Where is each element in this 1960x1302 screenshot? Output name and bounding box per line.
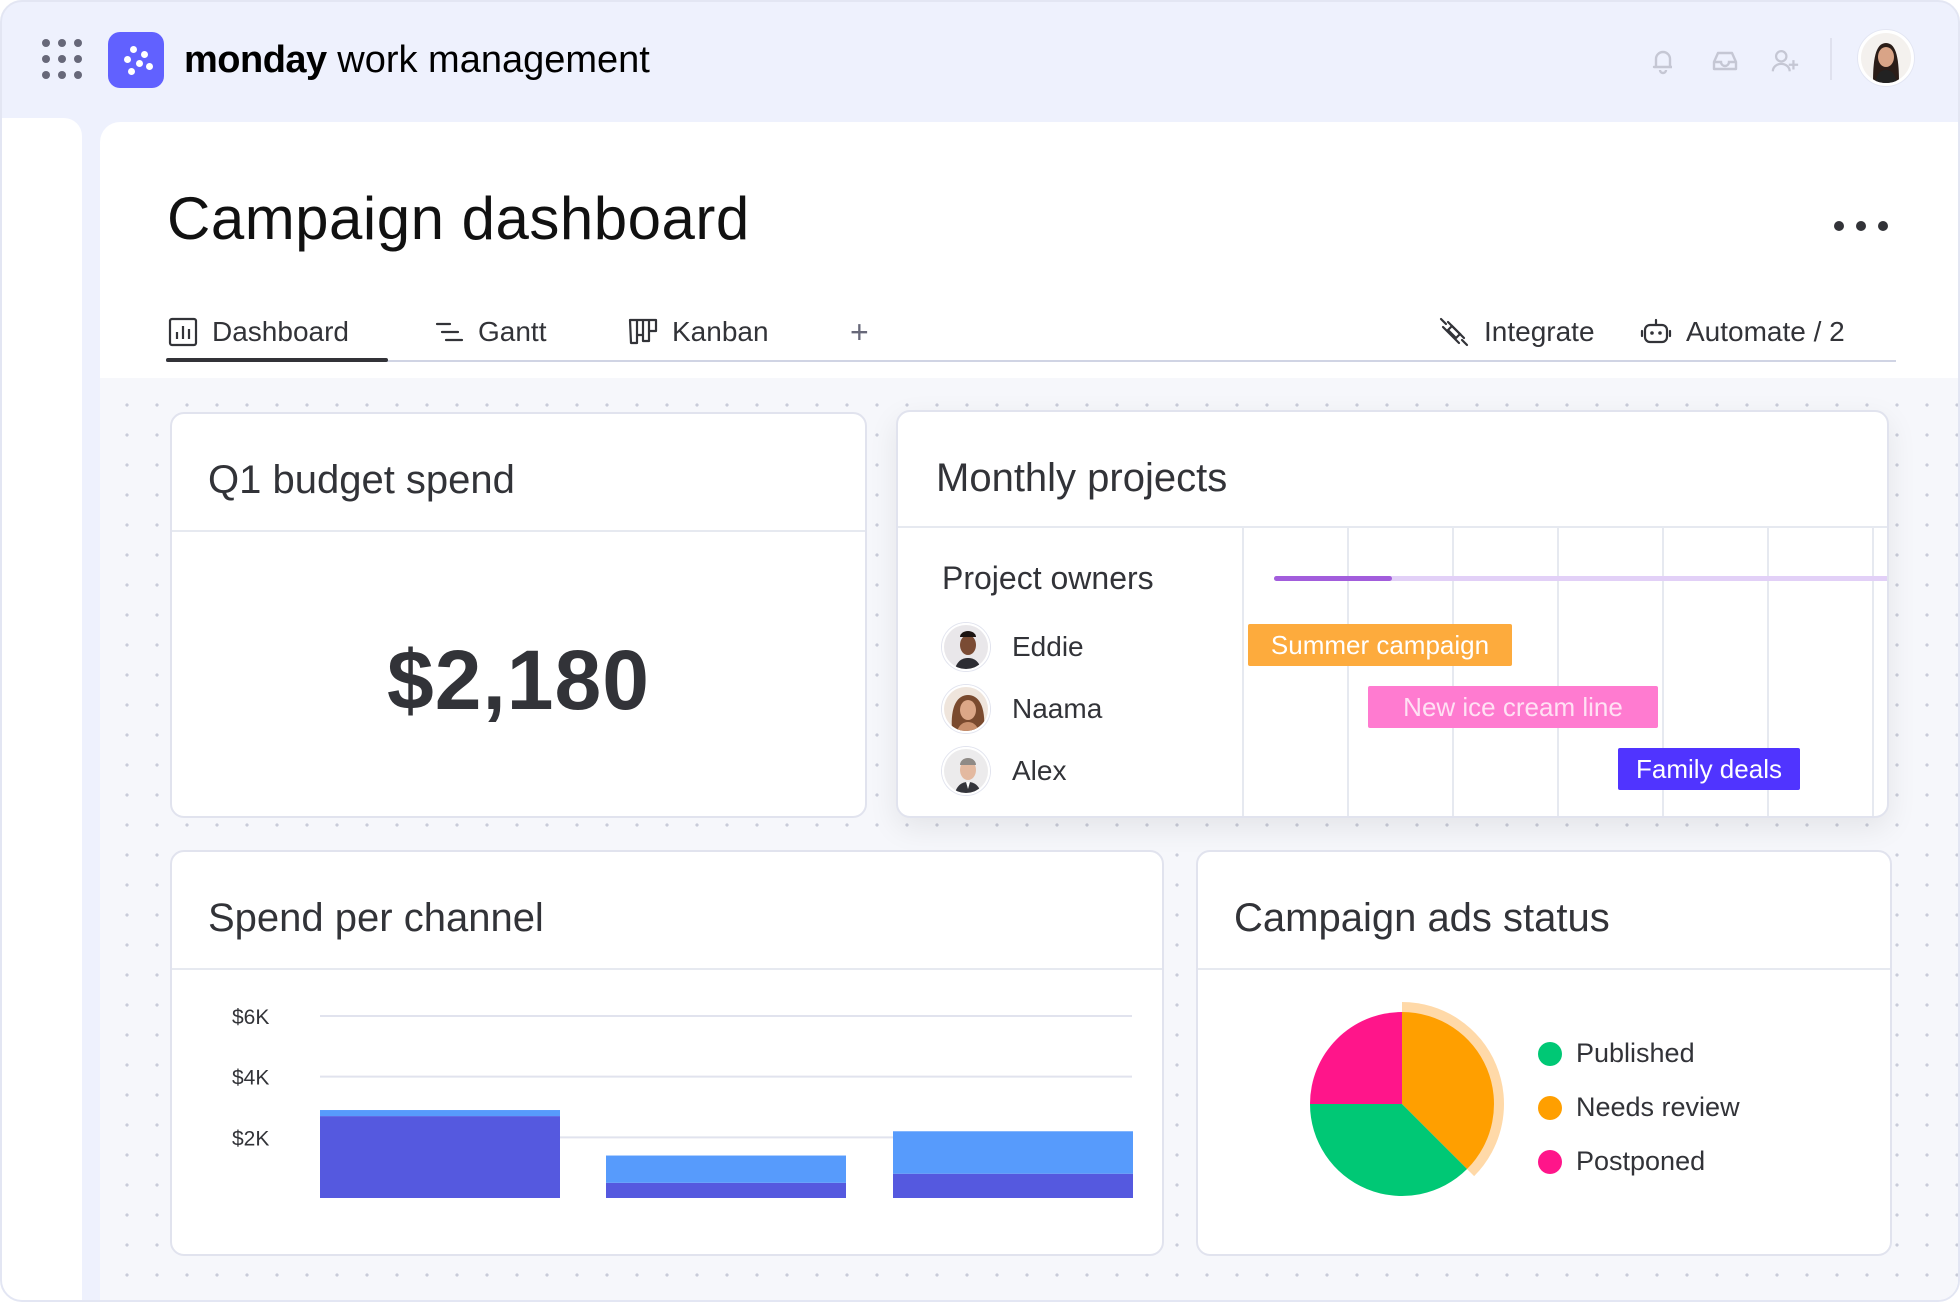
widget-divider [172,968,1162,970]
legend-item-published: Published [1538,1038,1695,1069]
gantt-gridline [1662,528,1664,816]
widget-campaign-ads-status[interactable]: Campaign ads status Published Needs revi… [1196,850,1892,1256]
widget-title: Spend per channel [208,896,544,940]
widget-spend-per-channel[interactable]: Spend per channel $2K $4K $6K [170,850,1164,1256]
invite-user-icon[interactable] [1770,46,1800,76]
integrate-label: Integrate [1484,316,1595,347]
owner-row-eddie[interactable]: Eddie [942,622,1084,672]
spend-bar-chart: $2K $4K $6K [232,1006,1133,1198]
y-tick-label: $2K [232,1127,269,1150]
legend-label: Needs review [1576,1092,1740,1122]
tab-dashboard[interactable]: Dashboard [168,310,349,354]
monday-logo-icon[interactable] [108,32,164,88]
gantt-gridline [1347,528,1349,816]
tab-kanban-label: Kanban [672,316,769,347]
widget-divider [1198,968,1890,970]
timeline-track [1274,576,1887,581]
bar-segment-primary[interactable] [893,1173,1133,1198]
status-pie-chart [1310,1002,1504,1196]
more-options-icon[interactable] [1834,214,1888,238]
gantt-gridline [1242,528,1244,816]
y-tick-label: $6K [232,1006,269,1029]
notifications-bell-icon[interactable] [1648,46,1678,76]
bar-segment-secondary[interactable] [893,1131,1133,1174]
widget-q1-budget[interactable]: Q1 budget spend $2,180 [170,412,867,818]
pie-slice-needs-review[interactable] [1402,1012,1494,1170]
integrate-icon [1439,317,1469,347]
widget-title: Q1 budget spend [208,458,515,502]
legend-item-postponed: Postponed [1538,1146,1705,1177]
y-tick-label: $4K [232,1067,269,1090]
avatar [942,685,990,733]
gantt-bar-family-deals[interactable]: Family deals [1618,748,1800,790]
bar-segment-secondary[interactable] [606,1155,846,1183]
kanban-icon [628,318,658,345]
widget-title: Campaign ads status [1234,896,1610,940]
owner-name: Eddie [1012,631,1084,662]
owner-row-alex[interactable]: Alex [942,746,1066,796]
gantt-gridline [1872,528,1874,816]
brand-name: monday work management [184,39,650,81]
pie-slice-postponed[interactable] [1310,1012,1402,1104]
timeline-progress [1274,576,1392,581]
automate-button[interactable]: Automate / 2 [1640,310,1845,354]
automate-label: Automate / 2 [1686,316,1845,347]
widget-divider [898,526,1887,528]
gantt-bar-summer-campaign[interactable]: Summer campaign [1248,624,1512,666]
header-separator [1830,38,1832,80]
legend-item-needs-review: Needs review [1538,1092,1740,1123]
dashboard-canvas: Q1 budget spend $2,180 Monthly projects … [100,378,1958,1300]
widget-title: Monthly projects [936,456,1228,500]
bar-segment-primary[interactable] [606,1182,846,1198]
bar-segment-secondary[interactable] [320,1110,560,1117]
widget-divider [172,530,865,532]
left-sidebar [2,118,82,1300]
automate-icon [1640,318,1672,344]
tab-dashboard-label: Dashboard [212,316,349,347]
tab-gantt[interactable]: Gantt [434,310,546,354]
gantt-icon [435,322,464,342]
gantt-gridline [1767,528,1769,816]
owner-name: Naama [1012,693,1103,724]
tab-kanban[interactable]: Kanban [628,310,769,354]
widget-monthly-projects[interactable]: Monthly projects Project owners Eddie [896,410,1889,818]
active-tab-indicator [166,358,388,362]
legend-label: Published [1576,1038,1695,1068]
apps-grid-icon[interactable] [42,39,82,79]
avatar [942,623,990,671]
budget-value: $2,180 [387,633,650,727]
gantt-gridline [1452,528,1454,816]
owner-name: Alex [1012,755,1067,786]
legend-dot [1538,1149,1562,1174]
pie-slice-published[interactable] [1310,1104,1468,1196]
inbox-icon[interactable] [1710,46,1740,76]
integrate-button[interactable]: Integrate [1438,310,1595,354]
legend-dot [1538,1041,1562,1066]
avatar [942,747,990,795]
owners-title: Project owners [942,560,1154,596]
dashboard-icon [168,317,198,347]
legend-dot [1538,1095,1562,1120]
tabs-divider [166,360,1896,362]
gantt-bar-new-ice-cream-line[interactable]: New ice cream line [1368,686,1658,728]
user-avatar[interactable] [1858,30,1914,86]
add-view-button[interactable]: + [850,314,869,350]
gantt-gridline [1557,528,1559,816]
tab-gantt-label: Gantt [478,316,547,347]
page-title: Campaign dashboard [167,185,750,252]
legend-label: Postponed [1576,1146,1706,1176]
owner-row-naama[interactable]: Naama [942,684,1102,734]
bar-segment-primary[interactable] [320,1116,560,1198]
